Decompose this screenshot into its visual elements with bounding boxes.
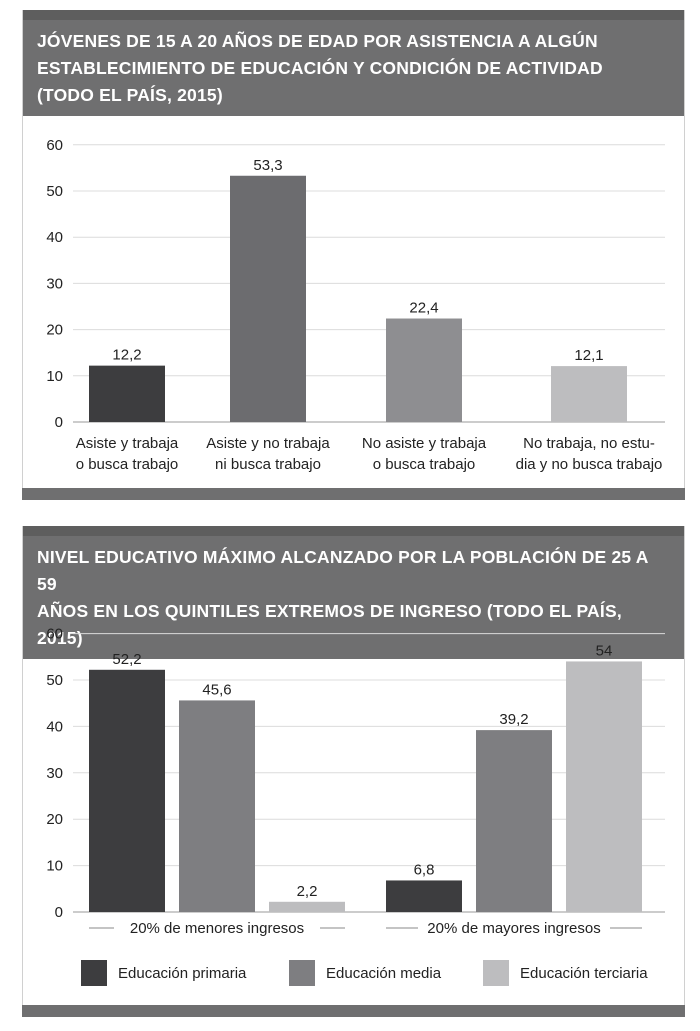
legend-swatch xyxy=(81,960,107,986)
y-tick-label: 10 xyxy=(46,368,63,385)
data-label: 52,2 xyxy=(112,651,141,668)
y-tick-label: 30 xyxy=(46,275,63,292)
y-tick-label: 60 xyxy=(46,137,63,154)
bar xyxy=(566,661,642,912)
chart-title-line: JÓVENES DE 15 A 20 AÑOS DE EDAD POR ASIS… xyxy=(37,31,598,51)
y-tick-label: 0 xyxy=(55,414,63,431)
y-tick-label: 40 xyxy=(46,229,63,246)
chart-panel-2: NIVEL EDUCATIVO MÁXIMO ALCANZADO POR LA … xyxy=(22,526,685,1017)
legend-label: Educación media xyxy=(326,965,442,982)
y-tick-label: 20 xyxy=(46,811,63,828)
chart-title: NIVEL EDUCATIVO MÁXIMO ALCANZADO POR LA … xyxy=(23,536,684,659)
chart-title-line: ESTABLECIMIENTO DE EDUCACIÓN Y CONDICIÓN… xyxy=(37,58,603,78)
bar xyxy=(269,901,345,912)
chart-title: JÓVENES DE 15 A 20 AÑOS DE EDAD POR ASIS… xyxy=(23,20,684,116)
chart-title-line: AÑOS EN LOS QUINTILES EXTREMOS DE INGRES… xyxy=(37,601,622,648)
data-label: 12,1 xyxy=(574,347,603,364)
data-label: 2,2 xyxy=(297,883,318,900)
chart-title-line: NIVEL EDUCATIVO MÁXIMO ALCANZADO POR LA … xyxy=(37,547,648,594)
bar-chart-2: 0 10 20 30 40 50 60 52,2 6,8 45,6 39,2 2,2 54 20% de … xyxy=(46,626,665,986)
chart-panel-1: JÓVENES DE 15 A 20 AÑOS DE EDAD POR ASIS… xyxy=(22,10,685,500)
y-tick-label: 0 xyxy=(55,904,63,921)
y-tick-label: 60 xyxy=(46,626,63,643)
panel-top-bar xyxy=(23,10,684,20)
panel-top-bar xyxy=(23,526,684,536)
data-label: 12,2 xyxy=(112,347,141,364)
legend-label: Educación primaria xyxy=(118,965,247,982)
legend-swatch xyxy=(483,960,509,986)
x-tick-label: No trabaja, no estu- xyxy=(523,435,655,452)
data-label: 39,2 xyxy=(499,711,528,728)
data-label: 22,4 xyxy=(409,300,438,317)
panel-bottom-bar xyxy=(22,1005,685,1017)
bar xyxy=(386,318,462,422)
x-tick-label: Asiste y no trabaja xyxy=(206,435,330,452)
data-label: 6,8 xyxy=(414,861,435,878)
bar xyxy=(89,365,165,422)
x-tick-label: o busca trabajo xyxy=(373,456,476,473)
y-tick-label: 50 xyxy=(46,672,63,689)
bar xyxy=(386,880,462,912)
legend-swatch xyxy=(289,960,315,986)
y-tick-label: 20 xyxy=(46,322,63,339)
bar xyxy=(179,700,255,912)
x-tick-label: Asiste y trabaja xyxy=(76,435,179,452)
x-tick-label: ni busca trabajo xyxy=(215,456,321,473)
x-tick-label: o busca trabajo xyxy=(76,456,179,473)
y-tick-label: 50 xyxy=(46,183,63,200)
legend-label: Educación terciaria xyxy=(520,965,648,982)
bar xyxy=(230,175,306,422)
x-tick-label: 20% de mayores ingresos xyxy=(427,920,600,937)
bar xyxy=(476,730,552,912)
bar xyxy=(89,669,165,912)
panel-bottom-bar xyxy=(22,488,685,500)
chart-title-line: (TODO EL PAÍS, 2015) xyxy=(37,85,223,105)
y-tick-label: 10 xyxy=(46,858,63,875)
y-tick-label: 40 xyxy=(46,718,63,735)
y-tick-label: 30 xyxy=(46,765,63,782)
x-tick-label: No asiste y trabaja xyxy=(362,435,487,452)
data-label: 54 xyxy=(596,642,613,659)
x-tick-label: dia y no busca trabajo xyxy=(516,456,663,473)
data-label: 53,3 xyxy=(253,157,282,174)
x-tick-label: 20% de menores ingresos xyxy=(130,920,304,937)
data-label: 45,6 xyxy=(202,681,231,698)
bar xyxy=(551,366,627,422)
bar-chart-1: 0 10 20 30 40 50 60 12,2 Asiste y trabaja o busca… xyxy=(46,137,665,473)
